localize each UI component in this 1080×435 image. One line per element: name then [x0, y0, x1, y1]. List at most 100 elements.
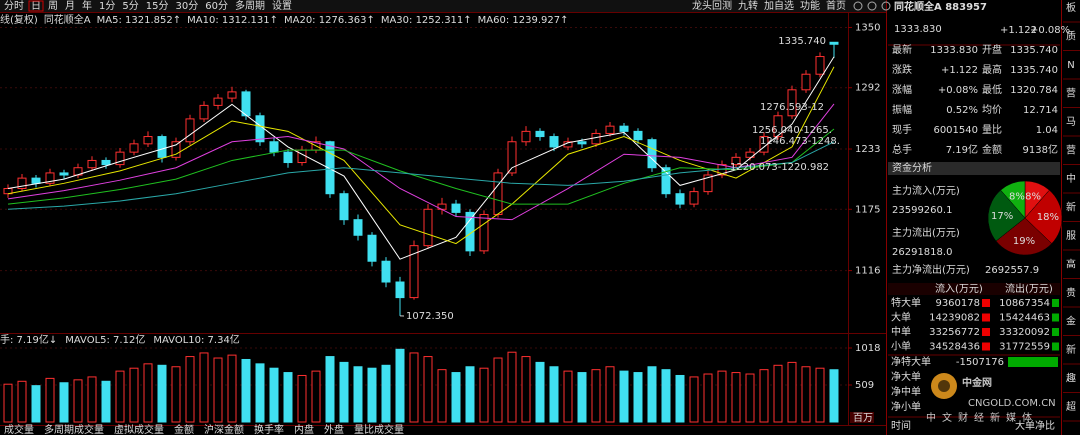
- ticker-char: 新: [1066, 201, 1076, 214]
- order-inflow: 9360178: [935, 298, 980, 309]
- inflow-label: 主力流入(万元): [892, 184, 960, 197]
- ticker-char: 营: [1066, 87, 1076, 100]
- quote-value: 1320.784: [1010, 85, 1058, 96]
- tool-button[interactable]: 九转: [738, 0, 758, 12]
- volume-bar: [31, 385, 41, 423]
- indicator-tab[interactable]: 外盘: [324, 423, 344, 435]
- pie-label: 19%: [1013, 236, 1035, 247]
- period-tab[interactable]: 分时: [4, 0, 24, 12]
- indicator-tab[interactable]: 沪深金额: [204, 423, 244, 435]
- volume-unit: 百万: [853, 412, 873, 424]
- orders-header: 流出(万元): [1005, 282, 1053, 295]
- quote-label: 量比: [982, 124, 1002, 136]
- candle-body: [59, 172, 69, 176]
- candle-body: [829, 41, 839, 45]
- indicator-tab[interactable]: 金额: [174, 423, 194, 435]
- candle-body: [549, 136, 559, 148]
- y-tick-label: 1350: [855, 22, 880, 33]
- candle-body: [535, 130, 545, 138]
- indicator-tab[interactable]: 虚拟成交量: [114, 423, 164, 435]
- candle-body: [521, 130, 531, 143]
- volume-bar: [801, 366, 811, 423]
- outflow-marker: [1052, 342, 1059, 351]
- order-inflow: 14239082: [929, 313, 980, 324]
- tool-button[interactable]: 加自选: [764, 0, 794, 12]
- indicator-tab[interactable]: 多周期成交量: [44, 423, 104, 435]
- price-annotation: 1276.593-12: [760, 102, 824, 113]
- tool-button[interactable]: 龙头回测: [692, 0, 732, 12]
- volume-bar: [409, 352, 419, 423]
- ma-line: [7, 103, 835, 221]
- period-tab[interactable]: 设置: [272, 0, 292, 12]
- tool-button[interactable]: 首页: [826, 0, 846, 12]
- watermark-brand: 中金网: [962, 376, 992, 389]
- inflow-marker: [982, 299, 990, 307]
- period-tab[interactable]: 1分: [99, 0, 115, 12]
- toolbar-icon[interactable]: [867, 1, 877, 11]
- toolbar-icon[interactable]: [881, 1, 891, 11]
- inflow-marker: [982, 328, 990, 336]
- volume-bar: [255, 363, 265, 423]
- volume-bar: [745, 373, 755, 423]
- candle-body: [675, 193, 685, 205]
- net-label: 主力净流出(万元): [892, 263, 970, 276]
- pie-slice: [995, 217, 1053, 256]
- candle-body: [703, 174, 713, 193]
- net-order-label: 净大单: [891, 370, 921, 383]
- period-tab[interactable]: 多周期: [235, 0, 265, 12]
- period-tab[interactable]: 日: [31, 1, 41, 12]
- candle-body: [507, 141, 517, 174]
- candle-body: [395, 281, 405, 299]
- indicator-tab[interactable]: 内盘: [294, 423, 314, 435]
- order-inflow: 34528436: [929, 342, 980, 353]
- ma-line: [7, 56, 835, 260]
- ticker-char: N: [1067, 60, 1074, 71]
- volume-bar: [661, 369, 671, 423]
- candle-body: [759, 136, 769, 153]
- candle-body: [801, 73, 811, 91]
- volume-bar: [381, 364, 391, 423]
- period-tab[interactable]: 15分: [146, 0, 169, 12]
- candle-body: [31, 177, 41, 184]
- outflow-marker: [1052, 313, 1059, 322]
- volume-bar: [675, 374, 685, 423]
- volume-bar: [185, 356, 195, 423]
- toolbar-icon[interactable]: [853, 1, 863, 11]
- candle-body: [815, 56, 825, 75]
- quote-value: 6001540: [933, 125, 978, 136]
- volume-bar: [479, 367, 489, 423]
- period-tab[interactable]: 周: [48, 0, 58, 12]
- watermark-site: CNGOLD.COM.CN: [968, 398, 1056, 409]
- candle-body: [283, 151, 293, 164]
- indicator-tab[interactable]: 换手率: [254, 423, 284, 435]
- candle-body: [577, 141, 587, 145]
- volume-bar: [143, 363, 153, 423]
- volume-bar: [73, 379, 83, 423]
- quote-value: +1.122: [941, 65, 978, 76]
- ticker-char: 贵: [1066, 286, 1076, 299]
- y-tick-label: 1018: [855, 343, 880, 354]
- quote-label: 均价: [982, 104, 1002, 116]
- period-tab[interactable]: 年: [82, 0, 92, 12]
- indicator-tab[interactable]: 量比成交量: [354, 423, 404, 435]
- period-tab[interactable]: 60分: [205, 0, 228, 12]
- legend-item: MA60: 1239.927↑: [478, 15, 569, 26]
- tool-button[interactable]: 功能: [800, 0, 820, 12]
- period-tab[interactable]: 5分: [122, 0, 138, 12]
- orders-header-bg: [888, 283, 1060, 295]
- inflow-marker: [982, 342, 990, 351]
- quote-value: 9138亿: [1023, 143, 1058, 156]
- indicator-tab[interactable]: 成交量: [4, 423, 34, 435]
- candle-body: [619, 125, 629, 132]
- period-tab[interactable]: 30分: [175, 0, 198, 12]
- volume-bar: [507, 351, 517, 423]
- volume-bar: [493, 357, 503, 423]
- outflow-marker: [1052, 299, 1059, 307]
- quote-value: 1335.740: [1010, 65, 1058, 76]
- quote-value: 12.714: [1023, 105, 1058, 116]
- volume-bar: [437, 369, 447, 423]
- period-tab[interactable]: 月: [65, 0, 75, 12]
- quote-label: 振幅: [892, 103, 912, 116]
- quote-value: 1335.740: [1010, 45, 1058, 56]
- y-tick-label: 1233: [855, 144, 880, 155]
